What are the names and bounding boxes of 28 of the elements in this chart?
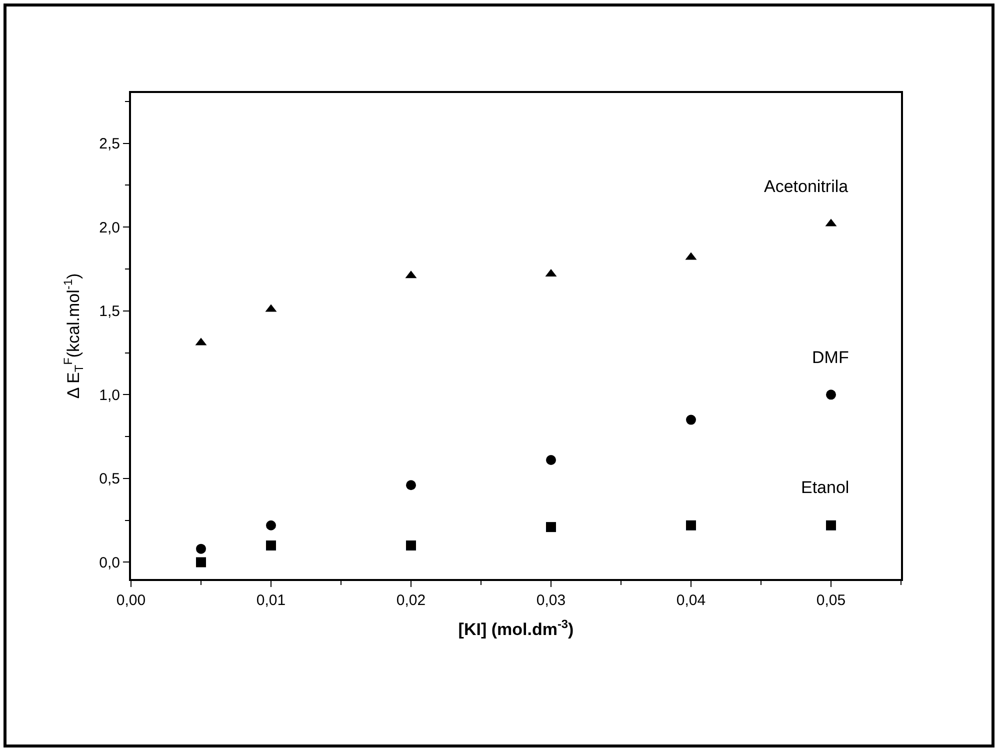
point <box>686 520 696 530</box>
x-tick-label: 0,02 <box>396 592 426 609</box>
point <box>686 414 696 425</box>
y-tick-label: 0,5 <box>99 470 120 488</box>
point <box>196 544 206 554</box>
point <box>546 455 556 466</box>
point <box>826 520 836 530</box>
series-label: DMF <box>812 348 849 367</box>
y-tick-label: 2,5 <box>99 136 120 153</box>
point <box>406 480 416 490</box>
point <box>546 522 556 532</box>
point <box>266 520 276 530</box>
x-tick-label: 0,04 <box>676 592 706 609</box>
y-tick-label: 1,5 <box>99 303 120 320</box>
series-label: Acetonitrila <box>764 177 849 196</box>
series-label: Etanol <box>801 478 850 497</box>
x-tick-label: 0,05 <box>816 592 846 609</box>
y-tick-label: 1,0 <box>99 386 120 404</box>
y-tick-label: 2,0 <box>99 219 120 236</box>
point <box>406 540 416 550</box>
x-tick-label: 0,01 <box>256 592 286 609</box>
point <box>196 557 206 568</box>
point <box>826 390 836 400</box>
x-tick-label: 0,03 <box>536 592 566 609</box>
x-axis-title: [KI] (mol.dm$^{-3}$) <box>458 616 574 639</box>
point <box>266 540 276 550</box>
x-tick-label: 0,00 <box>116 592 146 609</box>
y-tick-label: 0,0 <box>99 554 120 572</box>
